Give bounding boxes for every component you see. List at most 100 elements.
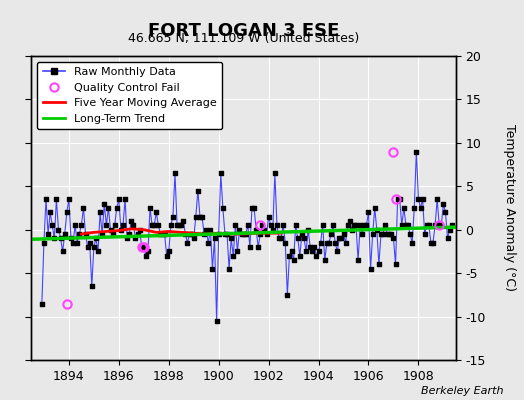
Point: [335, 235, 344, 242]
Point: [342, 240, 350, 246]
Point: [410, 205, 419, 211]
Point: [154, 222, 162, 228]
Point: [344, 222, 352, 228]
Point: [119, 222, 127, 228]
Point: [244, 222, 252, 228]
Point: [441, 209, 450, 216]
Point: [350, 222, 358, 228]
Point: [204, 240, 212, 246]
Point: [275, 235, 283, 242]
Point: [258, 222, 267, 228]
Point: [237, 231, 246, 237]
Point: [362, 222, 370, 228]
Point: [400, 205, 408, 211]
Point: [373, 226, 381, 233]
Point: [200, 231, 209, 237]
Point: [394, 196, 402, 202]
Point: [287, 248, 296, 255]
Point: [327, 231, 335, 237]
Point: [57, 235, 65, 242]
Point: [90, 244, 98, 250]
Point: [242, 231, 250, 237]
Point: [69, 240, 77, 246]
Point: [291, 222, 300, 228]
Point: [252, 226, 260, 233]
Point: [190, 235, 198, 242]
Point: [202, 226, 211, 233]
Point: [263, 231, 271, 237]
Point: [40, 240, 48, 246]
Point: [412, 148, 421, 155]
Point: [79, 205, 88, 211]
Point: [370, 205, 379, 211]
Point: [422, 222, 431, 228]
Point: [329, 222, 337, 228]
Point: [92, 235, 100, 242]
Point: [133, 231, 141, 237]
Point: [354, 257, 362, 263]
Point: [171, 170, 179, 176]
Point: [229, 252, 237, 259]
Point: [61, 231, 69, 237]
Point: [248, 205, 256, 211]
Point: [196, 214, 204, 220]
Point: [283, 292, 291, 298]
Point: [192, 214, 200, 220]
Point: [132, 235, 140, 242]
Point: [125, 231, 134, 237]
Point: [366, 266, 375, 272]
Point: [210, 235, 219, 242]
Point: [100, 200, 108, 207]
Point: [418, 196, 427, 202]
Point: [121, 196, 129, 202]
Point: [310, 244, 319, 250]
Point: [347, 226, 356, 233]
Point: [439, 200, 447, 207]
Point: [277, 235, 285, 242]
Point: [383, 231, 391, 237]
Point: [183, 240, 192, 246]
Point: [445, 226, 454, 233]
Point: [285, 252, 293, 259]
Point: [296, 252, 304, 259]
Point: [175, 222, 183, 228]
Point: [38, 300, 46, 307]
Point: [356, 222, 364, 228]
Point: [231, 222, 239, 228]
Point: [85, 240, 94, 246]
Point: [325, 240, 333, 246]
Point: [404, 222, 412, 228]
Point: [117, 226, 125, 233]
Point: [235, 226, 244, 233]
Point: [141, 252, 150, 259]
Point: [148, 222, 156, 228]
Point: [221, 231, 229, 237]
Point: [50, 235, 59, 242]
Point: [398, 222, 406, 228]
Point: [414, 196, 423, 202]
Point: [42, 196, 50, 202]
Point: [167, 222, 175, 228]
Point: [160, 231, 169, 237]
Point: [115, 196, 123, 202]
Point: [59, 248, 67, 255]
Point: [368, 231, 377, 237]
Point: [225, 266, 233, 272]
Point: [389, 235, 398, 242]
Point: [420, 231, 429, 237]
Point: [408, 240, 417, 246]
Point: [321, 257, 329, 263]
Point: [198, 214, 206, 220]
Point: [319, 222, 327, 228]
Text: Berkeley Earth: Berkeley Earth: [421, 386, 503, 396]
Point: [316, 240, 325, 246]
Point: [437, 222, 445, 228]
Point: [77, 222, 85, 228]
Point: [402, 222, 410, 228]
Point: [102, 222, 111, 228]
Point: [108, 231, 117, 237]
Point: [435, 222, 443, 228]
Point: [333, 248, 342, 255]
Point: [129, 222, 138, 228]
Point: [64, 196, 73, 202]
